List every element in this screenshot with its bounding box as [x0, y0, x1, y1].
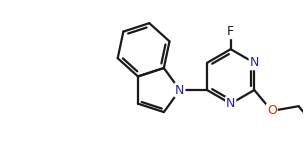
- Text: O: O: [267, 104, 277, 117]
- Text: N: N: [226, 97, 235, 110]
- Text: F: F: [227, 25, 234, 38]
- Text: N: N: [175, 83, 185, 97]
- Text: N: N: [250, 56, 259, 69]
